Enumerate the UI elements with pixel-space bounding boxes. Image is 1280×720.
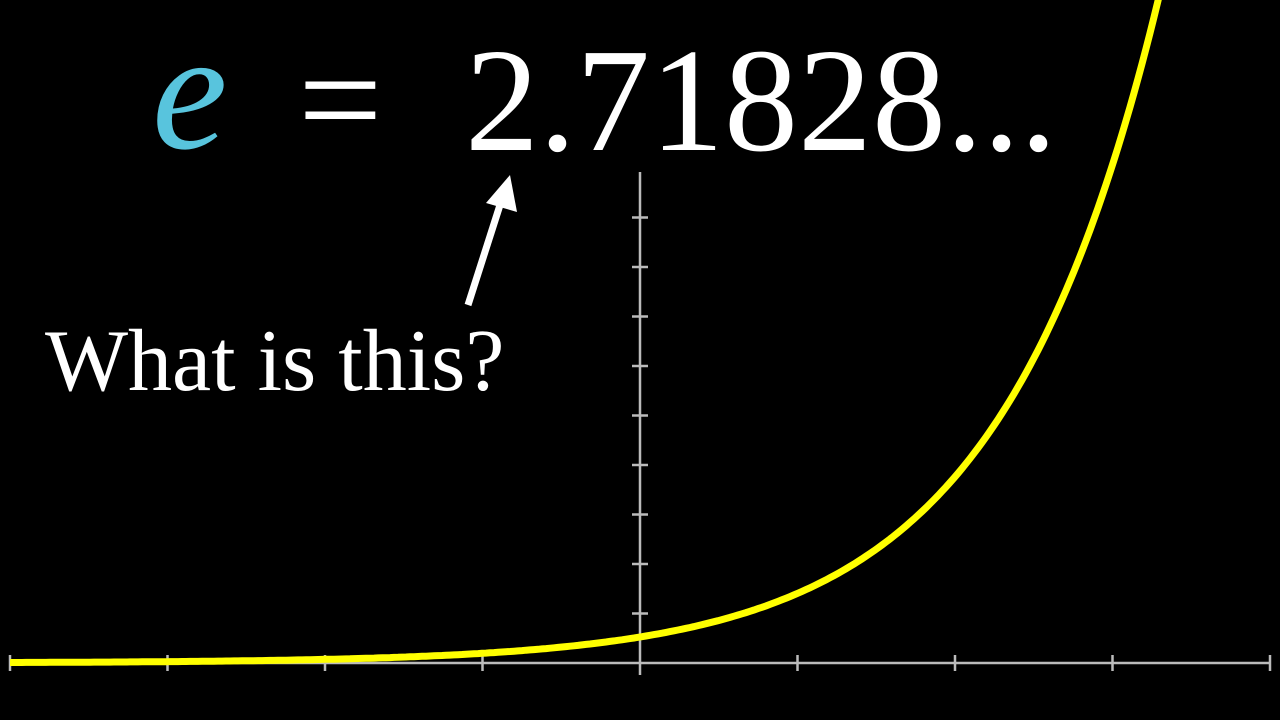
exponential-curve [10,0,1162,666]
arrow-shaft [464,203,504,307]
question: What is this? [45,313,504,410]
e-symbol: e [152,0,227,185]
e-value: 2.71828... [465,19,1057,183]
arrow [464,175,517,307]
equals-sign: = [298,17,383,183]
arrow-head [486,175,517,212]
